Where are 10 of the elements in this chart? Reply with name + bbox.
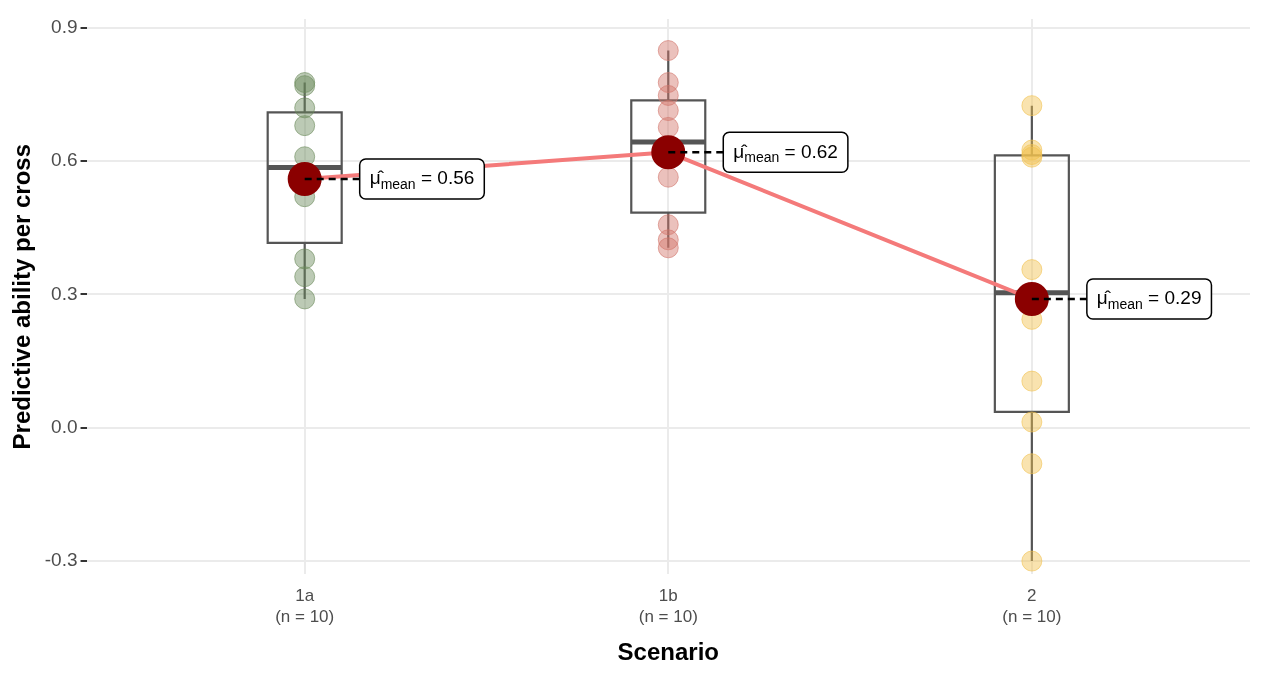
x-tick-label: 1b (n = 10) <box>638 586 698 626</box>
y-tick-label: 0.6 <box>51 149 78 171</box>
y-tick-label: 0.3 <box>51 282 78 304</box>
x-tick-label: 1a (n = 10) <box>275 586 335 626</box>
x-tick-label: 2 (n = 10) <box>1002 586 1062 626</box>
y-tick-label: -0.3 <box>44 549 78 571</box>
y-axis-title: Predictive ability per cross <box>8 143 36 450</box>
x-axis-title: Scenario <box>617 638 719 666</box>
y-tick-label: 0.0 <box>51 416 78 438</box>
y-tick-label: 0.9 <box>51 16 78 38</box>
